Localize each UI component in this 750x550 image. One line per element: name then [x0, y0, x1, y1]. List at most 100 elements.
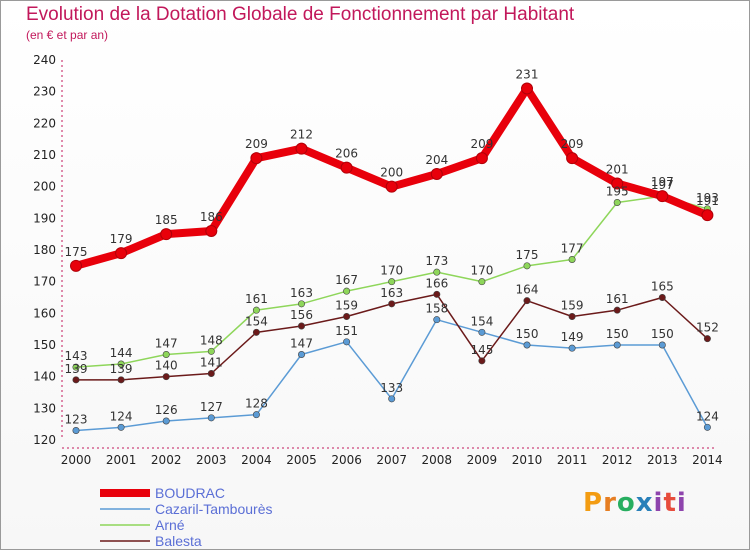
data-label: 161	[606, 292, 629, 306]
data-label: 147	[155, 337, 178, 351]
data-label: 191	[696, 194, 719, 208]
x-tick-label: 2003	[196, 453, 227, 467]
data-point	[295, 142, 308, 155]
data-label: 123	[65, 413, 88, 427]
data-point	[613, 341, 621, 349]
data-point	[433, 316, 441, 324]
data-point	[70, 259, 82, 272]
data-point	[478, 328, 486, 336]
data-point	[658, 341, 666, 349]
data-point	[297, 350, 305, 358]
data-point	[523, 297, 531, 305]
data-point	[117, 376, 125, 384]
data-label: 151	[335, 324, 358, 338]
data-point	[478, 278, 486, 286]
data-point	[252, 306, 260, 314]
logo-letter: x	[635, 488, 654, 518]
data-label: 206	[335, 147, 358, 161]
data-label: 195	[606, 185, 629, 199]
y-tick-label: 170	[33, 275, 56, 289]
data-point	[115, 247, 128, 260]
data-label: 204	[425, 153, 448, 167]
data-label: 197	[651, 175, 674, 189]
chart-title: Evolution de la Dotation Globale de Fonc…	[26, 4, 575, 25]
data-label: 166	[425, 276, 448, 290]
data-point	[566, 152, 579, 165]
data-label: 150	[606, 327, 629, 341]
logo-letter: o	[616, 488, 636, 518]
data-point	[613, 199, 621, 207]
y-tick-label: 220	[33, 116, 56, 130]
data-point	[207, 347, 215, 355]
data-label: 185	[155, 213, 178, 227]
logo-letter: i	[676, 488, 687, 518]
legend-label-Cazaril-Tambourès: Cazaril-Tambourès	[155, 501, 272, 517]
data-label: 164	[516, 283, 539, 297]
data-point	[343, 287, 351, 295]
y-tick-label: 190	[33, 211, 56, 225]
data-point	[523, 262, 531, 270]
y-tick-label: 140	[33, 370, 56, 384]
data-label: 149	[561, 330, 584, 344]
data-label: 154	[245, 314, 268, 328]
data-point	[611, 177, 624, 190]
data-point	[162, 373, 170, 381]
chart-subtitle: (en € et par an)	[26, 28, 109, 42]
data-label: 170	[470, 264, 493, 278]
x-tick-label: 2009	[467, 453, 498, 467]
data-label: 163	[380, 286, 403, 300]
data-label: 127	[200, 400, 223, 414]
data-label: 124	[696, 409, 719, 423]
data-label: 159	[335, 299, 358, 313]
data-label: 128	[245, 397, 268, 411]
y-tick-label: 210	[33, 148, 56, 162]
legend-label-BOUDRAC: BOUDRAC	[155, 485, 225, 501]
data-label: 175	[65, 245, 88, 259]
data-label: 144	[110, 346, 133, 360]
data-point	[568, 255, 576, 263]
data-point	[568, 344, 576, 352]
data-label: 158	[425, 302, 448, 316]
legend-label-Arné: Arné	[155, 517, 185, 533]
data-label: 139	[65, 362, 88, 376]
data-point	[658, 293, 666, 301]
data-label: 140	[155, 359, 178, 373]
data-point	[701, 209, 714, 222]
data-point	[343, 338, 351, 346]
data-label: 141	[200, 356, 223, 370]
data-label: 186	[200, 210, 223, 224]
data-point	[340, 161, 353, 174]
x-tick-label: 2012	[602, 453, 633, 467]
x-tick-label: 2004	[241, 453, 272, 467]
data-label: 170	[380, 264, 403, 278]
data-point	[297, 300, 305, 308]
data-point	[703, 423, 711, 431]
data-label: 133	[380, 381, 403, 395]
data-label: 173	[425, 254, 448, 268]
data-point	[430, 168, 443, 180]
data-label: 156	[290, 308, 313, 322]
data-point	[117, 360, 125, 368]
data-label: 161	[245, 292, 268, 306]
data-point	[162, 417, 170, 425]
x-tick-label: 2008	[422, 453, 453, 467]
x-tick-label: 2000	[61, 453, 92, 467]
data-point	[252, 411, 260, 419]
proxiti-logo: Proxiti	[583, 488, 687, 518]
logo-letter: i	[653, 488, 664, 518]
data-point	[613, 306, 621, 314]
data-point	[297, 322, 305, 330]
x-tick-label: 2010	[512, 453, 543, 467]
data-point	[72, 363, 80, 371]
data-label: 175	[516, 248, 539, 262]
data-point	[162, 350, 170, 358]
data-point	[388, 395, 396, 403]
data-label: 201	[606, 163, 629, 177]
data-label: 209	[245, 137, 268, 151]
data-label: 167	[335, 273, 358, 287]
logo-letter: P	[583, 488, 604, 518]
data-point	[72, 376, 80, 384]
data-label: 177	[561, 242, 584, 256]
